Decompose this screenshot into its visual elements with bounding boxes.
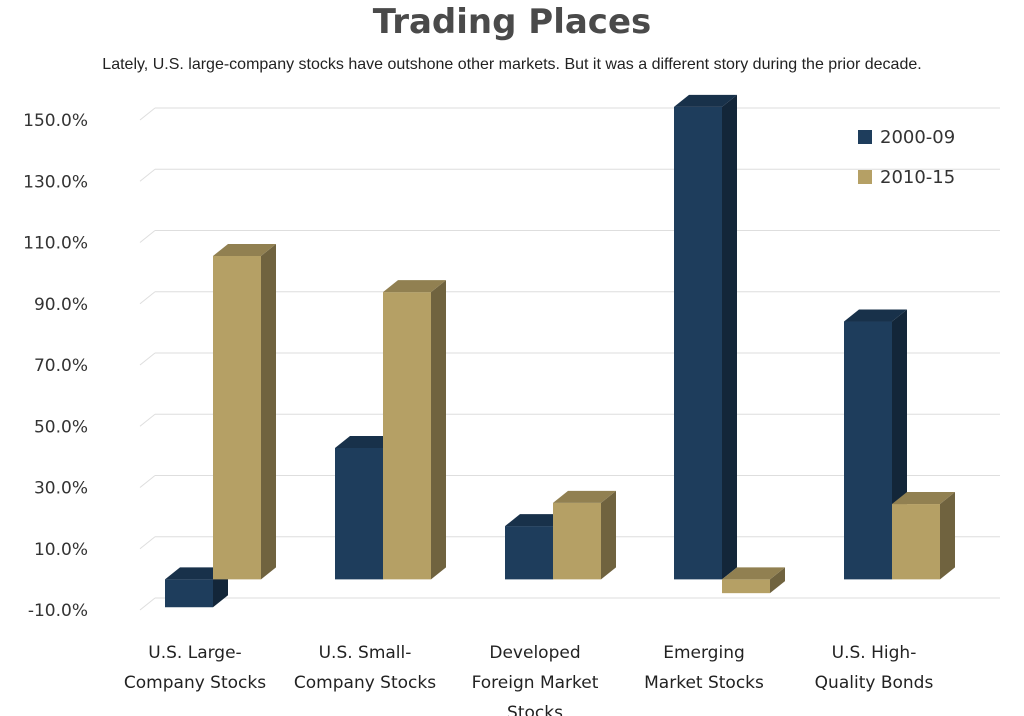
bar-top bbox=[892, 492, 955, 505]
bar-top bbox=[674, 94, 737, 107]
y-tick-label: 30.0% bbox=[34, 479, 88, 499]
bar-front bbox=[213, 255, 261, 580]
gridline-depth bbox=[139, 597, 156, 611]
bar-top bbox=[165, 567, 228, 580]
bar-top bbox=[844, 309, 907, 322]
bar-front bbox=[674, 106, 722, 580]
y-tick-label: 10.0% bbox=[34, 540, 88, 560]
gridline-depth bbox=[139, 413, 156, 427]
bar-side bbox=[940, 492, 955, 580]
gridline-depth bbox=[139, 230, 156, 243]
x-tick-label: U.S. Small- bbox=[319, 643, 412, 663]
y-tick-label: 70.0% bbox=[34, 356, 88, 376]
legend-label: 2010-15 bbox=[880, 167, 955, 188]
legend-swatch bbox=[858, 170, 872, 184]
bar-side bbox=[722, 94, 737, 580]
bar-front bbox=[383, 292, 431, 580]
bar-front bbox=[505, 526, 553, 580]
x-tick-label: Quality Bonds bbox=[815, 673, 934, 693]
gridline-depth bbox=[139, 291, 156, 305]
gridline-depth bbox=[139, 352, 156, 366]
bar-top bbox=[553, 490, 616, 503]
bar-front bbox=[892, 504, 940, 580]
y-tick-label: 130.0% bbox=[23, 172, 88, 192]
y-tick-label: 110.0% bbox=[23, 234, 88, 254]
bar-side bbox=[261, 243, 276, 580]
y-tick-label: 90.0% bbox=[34, 295, 88, 315]
bar-front bbox=[722, 579, 770, 594]
bar-side bbox=[431, 280, 446, 580]
y-tick-label: -10.0% bbox=[28, 601, 88, 621]
x-tick-label: Developed bbox=[489, 643, 580, 663]
legend-label: 2000-09 bbox=[880, 127, 955, 148]
x-tick-label: Stocks bbox=[507, 703, 563, 716]
chart-title: Trading Places bbox=[372, 2, 652, 42]
bar-side bbox=[770, 567, 785, 594]
gridline-depth bbox=[139, 107, 156, 121]
x-tick-label: Company Stocks bbox=[124, 673, 266, 693]
bar-top bbox=[335, 435, 398, 448]
gridline-depth bbox=[139, 475, 156, 488]
bar-top bbox=[383, 280, 446, 293]
bar-top bbox=[505, 514, 568, 527]
bar-front bbox=[335, 447, 383, 580]
bar-front bbox=[553, 502, 601, 580]
legend-swatch bbox=[858, 130, 872, 144]
x-tick-label: Market Stocks bbox=[644, 673, 764, 693]
x-tick-label: U.S. Large- bbox=[148, 643, 241, 663]
bar-front bbox=[165, 579, 213, 608]
chart-subtitle: Lately, U.S. large-company stocks have o… bbox=[102, 56, 922, 73]
x-tick-label: Foreign Market bbox=[472, 673, 599, 693]
bar-side bbox=[601, 490, 616, 580]
bar-top bbox=[722, 567, 785, 580]
gridline-depth bbox=[139, 536, 156, 550]
x-tick-label: Company Stocks bbox=[294, 673, 436, 693]
bar-top bbox=[213, 243, 276, 256]
x-tick-label: U.S. High- bbox=[832, 643, 917, 663]
gridline-depth bbox=[139, 168, 156, 182]
y-tick-label: 150.0% bbox=[23, 111, 88, 131]
y-tick-label: 50.0% bbox=[34, 417, 88, 437]
bar-front bbox=[844, 321, 892, 580]
x-tick-label: Emerging bbox=[663, 643, 745, 663]
